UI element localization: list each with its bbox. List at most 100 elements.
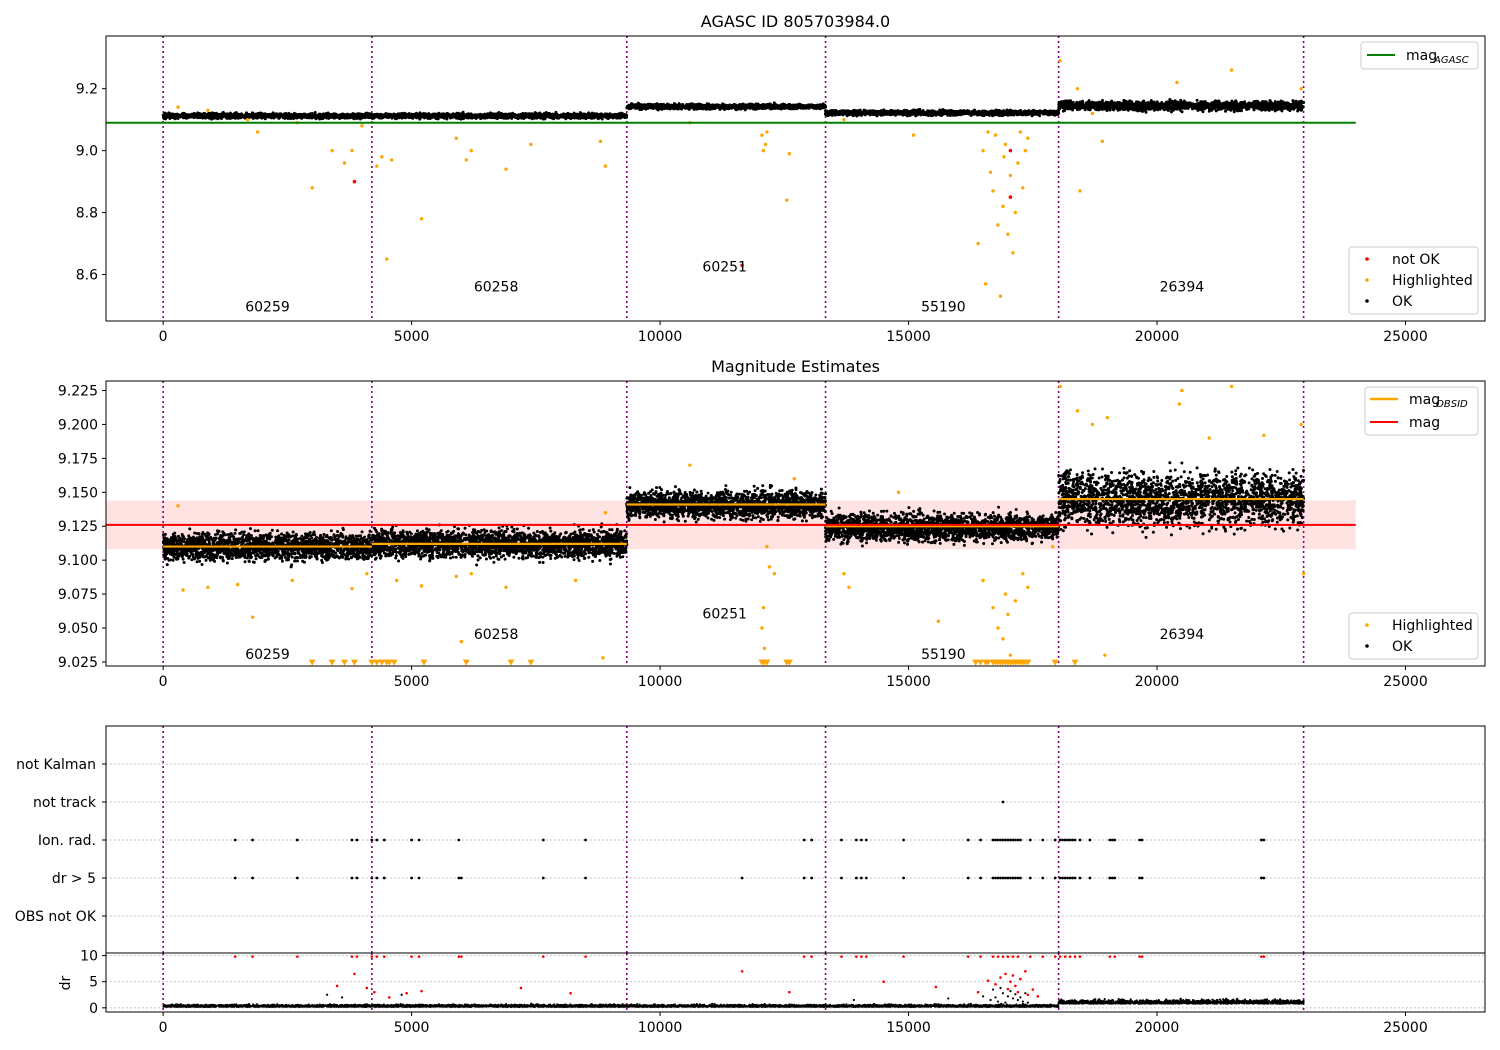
ok-point (404, 113, 407, 116)
ok-point (245, 114, 248, 117)
plot-area (106, 36, 1485, 321)
ok-point (389, 114, 392, 117)
ok-point (383, 115, 386, 118)
ok-point (218, 114, 221, 117)
ok-point (745, 106, 748, 109)
ok-point (318, 114, 321, 117)
ok-point (415, 114, 418, 117)
ok-point (685, 106, 688, 109)
ok-point (166, 113, 169, 116)
ok-point (588, 116, 591, 119)
ok-point (429, 115, 432, 118)
ok-point (531, 115, 534, 118)
ok-point (488, 114, 491, 117)
ok-point (568, 115, 571, 118)
ok-point (189, 114, 192, 117)
ok-point (696, 107, 699, 110)
ok-point (353, 117, 356, 120)
ok-point (647, 103, 650, 106)
ok-point (400, 112, 403, 115)
ok-point (524, 112, 527, 115)
ok-point (408, 114, 411, 117)
ok-point (442, 115, 445, 118)
ok-point (525, 116, 528, 119)
ok-point (275, 115, 278, 118)
ok-point (314, 111, 317, 114)
ok-point (365, 115, 368, 118)
ok-point (675, 104, 678, 107)
ok-point (734, 105, 737, 108)
ok-point (719, 108, 722, 111)
ok-point (551, 113, 554, 116)
ok-point (171, 113, 174, 116)
ok-point (577, 116, 580, 119)
ok-point (395, 117, 398, 120)
ok-point (451, 113, 454, 116)
ok-point (664, 106, 667, 109)
ok-point (338, 117, 341, 120)
ok-point (591, 112, 594, 115)
ok-point (233, 114, 236, 117)
ok-point (811, 106, 814, 109)
ok-point (601, 114, 604, 117)
ok-point (709, 105, 712, 108)
ok-point (492, 113, 495, 116)
ok-point (661, 104, 664, 107)
ok-point (655, 106, 658, 109)
ok-point (716, 105, 719, 108)
ok-point (264, 114, 267, 117)
ok-point (290, 113, 293, 116)
ok-point (774, 105, 777, 108)
ok-point (251, 115, 254, 118)
ok-point (619, 113, 622, 116)
ok-point (607, 116, 610, 119)
ok-point (678, 105, 681, 108)
ok-point (258, 115, 261, 118)
ok-point (725, 105, 728, 108)
ok-point (424, 114, 427, 117)
ok-point (819, 106, 822, 109)
ok-point (721, 102, 724, 105)
ok-point (317, 116, 320, 119)
ok-point (624, 116, 627, 119)
ok-point (520, 117, 523, 120)
ok-point (357, 117, 360, 120)
ok-point (164, 115, 167, 118)
ok-point (808, 105, 811, 108)
ok-point (584, 114, 587, 117)
ok-point (356, 112, 359, 115)
ok-point (579, 111, 582, 114)
ok-point (404, 115, 407, 118)
ok-point (331, 114, 334, 117)
ok-point (322, 115, 325, 118)
ok-point (590, 117, 593, 120)
ok-point (572, 113, 575, 116)
ok-point (781, 104, 784, 107)
ok-point (507, 114, 510, 117)
ok-point (310, 115, 313, 118)
ok-point (941, 108, 944, 111)
ok-point (215, 114, 218, 117)
ok-point (335, 116, 338, 119)
ok-point (539, 112, 542, 115)
ok-point (514, 114, 517, 117)
ok-point (496, 116, 499, 119)
ok-point (347, 116, 350, 119)
ok-point (326, 115, 329, 118)
ok-point (576, 113, 579, 116)
ok-point (703, 105, 706, 108)
ok-point (768, 105, 771, 108)
ok-point (200, 114, 203, 117)
ok-point (757, 107, 760, 110)
ok-point (370, 114, 373, 117)
ok-point (206, 113, 209, 116)
ok-point (418, 115, 421, 118)
ok-point (545, 113, 548, 116)
ok-point (185, 115, 188, 118)
ok-point (196, 111, 199, 114)
ok-point (237, 117, 240, 120)
ok-point (269, 115, 272, 118)
ok-point (629, 105, 632, 108)
